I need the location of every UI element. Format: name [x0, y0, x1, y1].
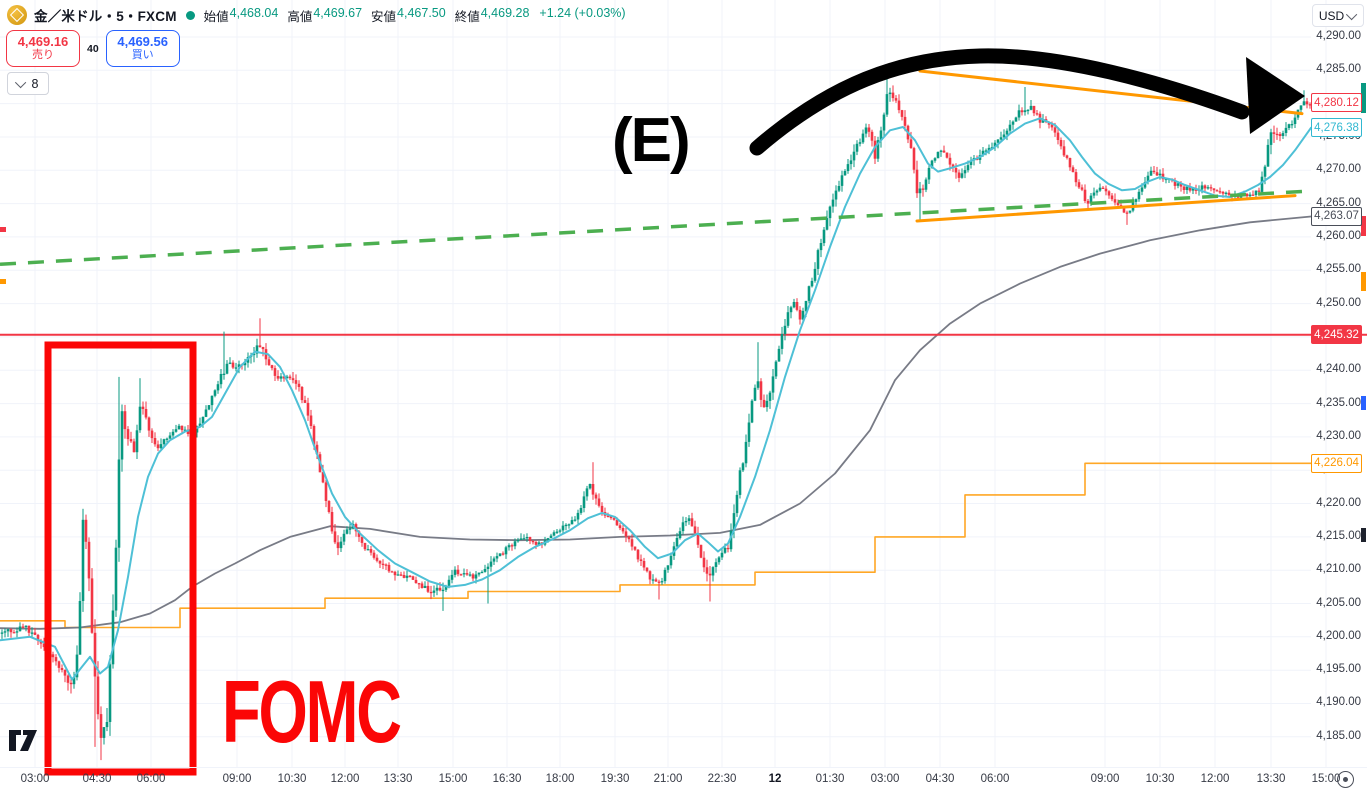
time-tick-label: 04:30 [925, 773, 955, 785]
buy-price: 4,469.56 [117, 34, 168, 49]
low-label: 安値 [371, 9, 397, 24]
price-tick-label: 4,250.00 [1316, 296, 1361, 309]
time-tick-label: 13:30 [1256, 773, 1286, 785]
time-tick-label: 15:00 [1311, 773, 1341, 785]
time-tick-label: 19:30 [600, 773, 630, 785]
spread-value: 40 [87, 42, 99, 55]
currency-label: USD [1318, 8, 1345, 23]
candle-countdown-dropdown[interactable]: 8 [7, 72, 49, 95]
time-tick-label: 09:00 [222, 773, 252, 785]
price-line-label[interactable]: 4,226.04 [1311, 453, 1362, 473]
price-tick-label: 4,205.00 [1316, 596, 1361, 609]
close-value: 4,469.28 [480, 5, 530, 20]
time-tick-label: 09:00 [1090, 773, 1120, 785]
symbol-header: 金／米ドル・5・FXCM 始値 4,468.04 高値 4,469.67 安値 4,4… [7, 3, 626, 27]
countdown-value: 8 [31, 76, 39, 91]
price-line-label[interactable]: 4,280.12 [1311, 93, 1362, 113]
price-tick-label: 4,270.00 [1316, 163, 1361, 176]
time-tick-label: 13:30 [383, 773, 413, 785]
time-tick-label: 04:30 [82, 773, 112, 785]
currency-unit-button[interactable]: USD [1312, 4, 1364, 27]
buy-label: 買い [131, 49, 154, 61]
gold-symbol-icon [7, 5, 27, 25]
time-tick-label: 12:00 [330, 773, 360, 785]
open-value: 4,468.04 [229, 5, 279, 20]
time-tick-label: 03:00 [20, 773, 50, 785]
time-tick-label: 06:00 [980, 773, 1010, 785]
price-tick-label: 4,215.00 [1316, 529, 1361, 542]
chevron-down-icon [1346, 8, 1358, 20]
time-tick-label: 12 [768, 773, 782, 785]
time-tick-label: 12:00 [1200, 773, 1230, 785]
tradingview-logo[interactable] [8, 727, 48, 757]
price-tick-label: 4,240.00 [1316, 363, 1361, 376]
sell-price: 4,469.16 [17, 34, 69, 49]
price-tick-label: 4,265.00 [1316, 196, 1361, 209]
time-tick-label: 16:30 [492, 773, 522, 785]
price-tick-label: 4,190.00 [1316, 696, 1361, 709]
go-to-realtime-button[interactable] [1337, 771, 1354, 788]
symbol-title[interactable]: 金／米ドル・5・FXCM [34, 9, 177, 24]
time-tick-label: 03:00 [870, 773, 900, 785]
price-tick-label: 4,290.00 [1316, 29, 1361, 42]
price-tick-label: 4,195.00 [1316, 663, 1361, 676]
price-tick-label: 4,200.00 [1316, 629, 1361, 642]
sell-label: 売り [32, 49, 54, 61]
elliott-wave-e-label: (E) [612, 106, 691, 175]
time-tick-label: 15:00 [438, 773, 468, 785]
time-tick-label: 01:30 [815, 773, 845, 785]
time-tick-label: 10:30 [277, 773, 307, 785]
high-label: 高値 [287, 9, 313, 24]
chevron-down-icon [14, 76, 26, 88]
close-label: 終値 [454, 9, 480, 24]
price-tick-label: 4,255.00 [1316, 263, 1361, 276]
buy-button[interactable]: 4,469.56 買い [105, 30, 180, 67]
price-line-label[interactable]: 4,276.38 [1311, 118, 1362, 138]
price-tick-label: 4,260.00 [1316, 229, 1361, 242]
price-line-label[interactable]: 4,263.07 [1311, 206, 1362, 226]
price-tick-label: 4,235.00 [1316, 396, 1361, 409]
fomc-annotation-label: FOMC [222, 662, 402, 761]
change-value: +1.24 (+0.03%) [539, 5, 626, 20]
market-status-dot-icon [185, 10, 195, 20]
sell-button[interactable]: 4,469.16 売り [6, 30, 80, 67]
high-value: 4,469.67 [313, 5, 363, 20]
price-tick-label: 4,230.00 [1316, 429, 1361, 442]
price-tick-label: 4,210.00 [1316, 563, 1361, 576]
price-tick-label: 4,185.00 [1316, 729, 1361, 742]
time-tick-label: 06:00 [136, 773, 166, 785]
ohlc-readout: 始値 4,468.04 高値 4,469.67 安値 4,467.50 終値 4,469… [204, 6, 626, 25]
time-tick-label: 22:30 [707, 773, 737, 785]
price-tick-label: 4,220.00 [1316, 496, 1361, 509]
time-tick-label: 21:00 [653, 773, 683, 785]
low-value: 4,467.50 [397, 5, 446, 20]
time-tick-label: 18:00 [545, 773, 575, 785]
price-tick-label: 4,285.00 [1316, 63, 1361, 76]
trade-panel: 4,469.16 売り 40 4,469.56 買い [6, 30, 180, 67]
open-label: 始値 [203, 9, 229, 24]
price-line-label[interactable]: 4,245.32 [1311, 325, 1362, 345]
time-axis-separator [0, 767, 1367, 768]
time-tick-label: 10:30 [1145, 773, 1175, 785]
